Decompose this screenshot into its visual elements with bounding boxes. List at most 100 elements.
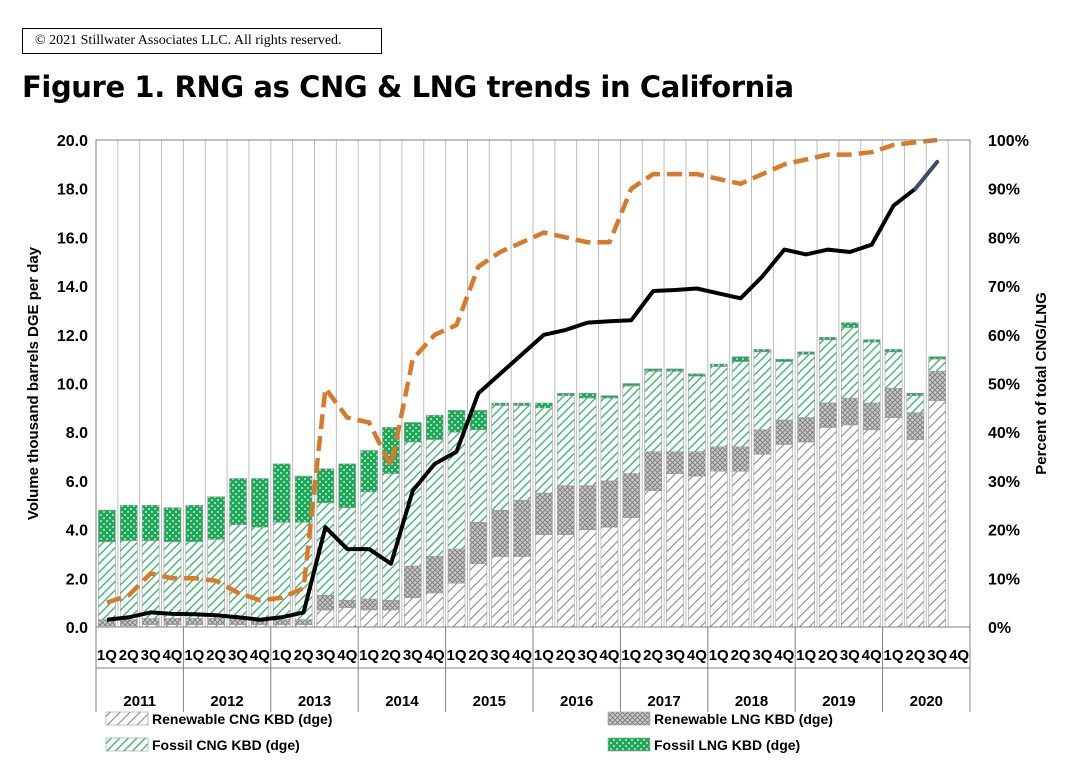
bar-segment-diag-green-29: [732, 362, 749, 447]
bar-segment-diag-gray-22: [579, 530, 596, 627]
bar-segment-cross-gray-5: [208, 618, 225, 624]
x-quarter-label: 2Q: [294, 647, 314, 664]
bar-segment-diag-gray-20: [535, 534, 552, 627]
bar-segment-cross-gray-24: [623, 474, 640, 518]
bar-segment-diag-gray-11: [339, 608, 356, 627]
bar-segment-diag-gray-15: [426, 593, 443, 627]
bar-segment-diag-gray-29: [732, 471, 749, 627]
bar-segment-dots-green-22: [579, 393, 596, 398]
y-tick-label: 12.0: [57, 328, 88, 345]
bar-segment-cross-gray-30: [754, 430, 771, 454]
bar-segment-dots-green-31: [776, 359, 793, 361]
bar-segment-diag-green-12: [361, 492, 378, 599]
bar-segment-diag-gray-25: [645, 491, 662, 627]
bar-segment-cross-gray-4: [186, 618, 203, 624]
bar-segment-diag-green-32: [798, 354, 815, 417]
x-quarter-label: 1Q: [184, 647, 204, 664]
y2-tick-label: 10%: [988, 571, 1020, 588]
x-quarter-label: 2Q: [381, 647, 401, 664]
bar-segment-dots-green-37: [907, 393, 924, 395]
bar-segment-diag-gray-31: [776, 444, 793, 627]
x-quarter-label: 4Q: [599, 647, 619, 664]
x-quarter-label: 2Q: [905, 647, 925, 664]
y2-tick-label: 80%: [988, 230, 1020, 247]
x-quarter-label: 3Q: [840, 647, 860, 664]
stacked-bars: [98, 323, 945, 627]
bar-segment-dots-green-6: [230, 478, 247, 524]
x-quarter-label: 3Q: [315, 647, 335, 664]
x-year-label: 2019: [822, 693, 855, 710]
bar-segment-diag-green-33: [819, 340, 836, 403]
y-tick-label: 14.0: [57, 279, 88, 296]
bar-segment-dots-green-12: [361, 450, 378, 491]
y-tick-label: 2.0: [66, 571, 88, 588]
bar-segment-dots-green-20: [535, 403, 552, 408]
bar-segment-cross-gray-26: [667, 452, 684, 474]
bar-segment-diag-gray-21: [557, 534, 574, 627]
bar-segment-dots-green-28: [710, 364, 727, 366]
bar-segment-cross-gray-16: [448, 549, 465, 583]
x-quarter-label: 1Q: [97, 647, 117, 664]
bar-segment-dots-green-1: [120, 505, 137, 540]
bar-segment-diag-green-31: [776, 362, 793, 420]
bar-segment-cross-gray-11: [339, 600, 356, 607]
x-quarter-label: 4Q: [425, 647, 445, 664]
bar-segment-dots-green-30: [754, 349, 771, 351]
x-quarter-label: 3Q: [141, 647, 161, 664]
legend-label: Fossil CNG KBD (dge): [152, 737, 300, 753]
x-quarter-label: 4Q: [162, 647, 182, 664]
x-quarter-label: 3Q: [403, 647, 423, 664]
bar-segment-cross-gray-3: [164, 618, 181, 624]
bar-segment-diag-green-21: [557, 396, 574, 486]
bar-segment-cross-gray-38: [929, 371, 946, 400]
bar-segment-cross-gray-28: [710, 447, 727, 471]
x-quarter-label: 4Q: [687, 647, 707, 664]
bar-segment-diag-gray-10: [317, 610, 334, 627]
bar-segment-dots-green-24: [623, 384, 640, 386]
bar-segment-cross-gray-37: [907, 413, 924, 440]
bar-segment-dots-green-38: [929, 357, 946, 359]
y2-tick-label: 70%: [988, 279, 1020, 296]
bar-segment-dots-green-21: [557, 393, 574, 395]
bar-segment-cross-gray-8: [273, 620, 290, 625]
x-quarter-label: 3Q: [228, 647, 248, 664]
bar-segment-diag-green-20: [535, 408, 552, 493]
bar-segment-diag-gray-14: [404, 598, 421, 627]
bar-segment-diag-gray-12: [361, 610, 378, 627]
bar-segment-diag-gray-23: [601, 527, 618, 627]
legend-label: Renewable CNG KBD (dge): [152, 711, 332, 727]
bar-segment-dots-green-16: [448, 410, 465, 432]
y2-tick-label: 30%: [988, 474, 1020, 491]
y-tick-label: 16.0: [57, 230, 88, 247]
bar-segment-cross-gray-9: [295, 620, 312, 625]
bar-segment-diag-green-18: [492, 405, 509, 510]
bar-segment-dots-green-36: [885, 349, 902, 351]
bar-segment-dots-green-4: [186, 505, 203, 542]
x-quarter-label: 1Q: [534, 647, 554, 664]
x-year-label: 2011: [123, 693, 156, 710]
bar-segment-diag-green-25: [645, 371, 662, 451]
bar-segment-dots-green-18: [492, 403, 509, 405]
x-quarter-label: 2Q: [468, 647, 488, 664]
bar-segment-diag-green-27: [688, 376, 705, 451]
bar-segment-cross-gray-17: [470, 522, 487, 563]
bar-segment-diag-green-1: [120, 541, 137, 620]
bar-segment-cross-gray-14: [404, 566, 421, 598]
bar-segment-dots-green-19: [514, 403, 531, 405]
bar-segment-dots-green-3: [164, 508, 181, 542]
x-quarter-label: 3Q: [665, 647, 685, 664]
bar-segment-dots-green-2: [142, 505, 159, 540]
x-year-label: 2015: [473, 693, 506, 710]
bar-segment-diag-green-15: [426, 440, 443, 557]
legend-swatch: [106, 712, 148, 725]
bar-segment-cross-gray-13: [382, 600, 399, 610]
bar-segment-cross-gray-19: [514, 500, 531, 556]
bar-segment-cross-gray-34: [841, 398, 858, 425]
x-quarter-label: 3Q: [927, 647, 947, 664]
bar-segment-diag-gray-30: [754, 454, 771, 627]
bar-segment-diag-green-8: [273, 522, 290, 619]
legend-label: Renewable LNG KBD (dge): [654, 711, 833, 727]
legend-label: Fossil LNG KBD (dge): [654, 737, 800, 753]
x-year-label: 2014: [385, 693, 419, 710]
bar-segment-diag-green-11: [339, 508, 356, 601]
